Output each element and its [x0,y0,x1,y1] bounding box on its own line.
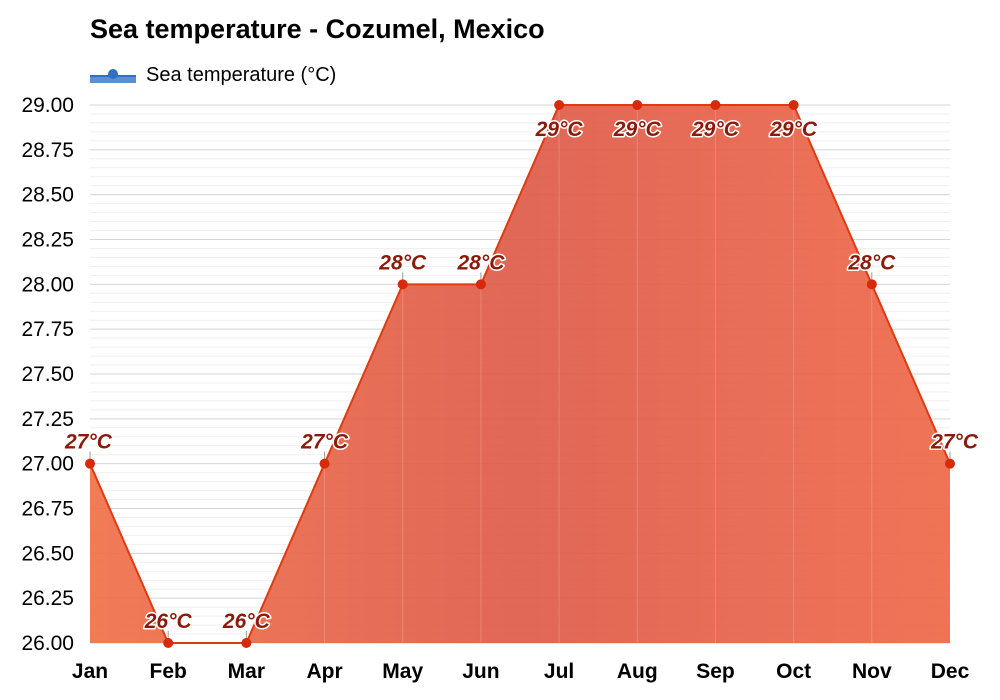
data-point[interactable] [710,100,721,110]
data-point[interactable] [632,100,643,110]
legend-swatch-icon [90,67,136,83]
data-label: 29°C [535,118,584,141]
x-tick-label: Nov [852,660,892,683]
x-tick-label: Jul [544,660,574,683]
y-tick-label: 28.50 [21,184,74,207]
x-axis: Jan Feb Mar Apr May Jun Jul Aug Sep Oct Nov Dec [72,660,970,683]
data-label: 28°C [378,251,427,274]
y-tick-label: 26.25 [21,587,74,610]
x-tick-label: May [382,660,423,683]
data-point[interactable] [163,638,174,648]
data-label: 29°C [691,118,740,141]
data-label: 27°C [300,431,349,454]
y-tick-label: 29.00 [21,94,74,117]
area-fill [89,104,951,644]
data-labels: 27°C 26°C 26°C 27°C 28°C 28°C 29°C 29°C 29°C 29°C… [63,117,980,643]
data-point[interactable] [475,279,486,290]
legend-label: Sea temperature (°C) [146,63,337,86]
data-points [85,100,955,648]
y-tick-label: 26.75 [21,498,74,521]
data-point[interactable] [866,279,877,290]
data-label: 26°C [144,610,193,633]
y-tick-label: 26.50 [21,542,74,565]
y-tick-label: 28.00 [21,273,74,296]
x-tick-label: Jan [72,660,108,683]
data-point[interactable] [397,279,408,290]
data-label: 27°C [64,431,113,454]
y-tick-label: 27.75 [21,318,74,341]
y-tick-label: 28.75 [21,139,74,162]
x-tick-label: Apr [306,660,342,683]
x-tick-label: Jun [462,660,499,683]
data-label: 26°C [222,610,271,633]
data-point[interactable] [554,100,565,110]
legend[interactable]: Sea temperature (°C) [90,62,336,88]
data-label: 29°C [613,118,662,141]
data-point[interactable] [85,458,95,469]
x-tick-label: Feb [150,660,187,683]
y-tick-label: 27.00 [21,453,74,476]
y-axis: 26.00 26.25 26.50 26.75 27.00 27.25 27.50 27.75… [21,94,74,655]
y-tick-label: 28.25 [21,229,74,252]
x-tick-label: Dec [931,660,970,683]
x-tick-label: Mar [228,660,265,683]
data-label: 27°C [930,431,979,454]
chart-title: Sea temperature - Cozumel, Mexico [90,14,545,44]
data-point[interactable] [945,458,955,469]
data-label: 28°C [456,251,505,274]
data-label: 28°C [847,251,896,274]
data-point[interactable] [788,100,799,110]
y-tick-label: 26.00 [21,632,74,655]
data-point[interactable] [319,458,330,469]
data-point[interactable] [241,638,252,648]
x-tick-label: Aug [617,660,658,683]
y-tick-label: 27.25 [21,408,74,431]
x-tick-label: Oct [776,660,811,683]
x-tick-label: Sep [696,660,735,683]
y-tick-label: 27.50 [21,363,74,386]
series-line [89,104,951,644]
data-label: 29°C [769,118,818,141]
